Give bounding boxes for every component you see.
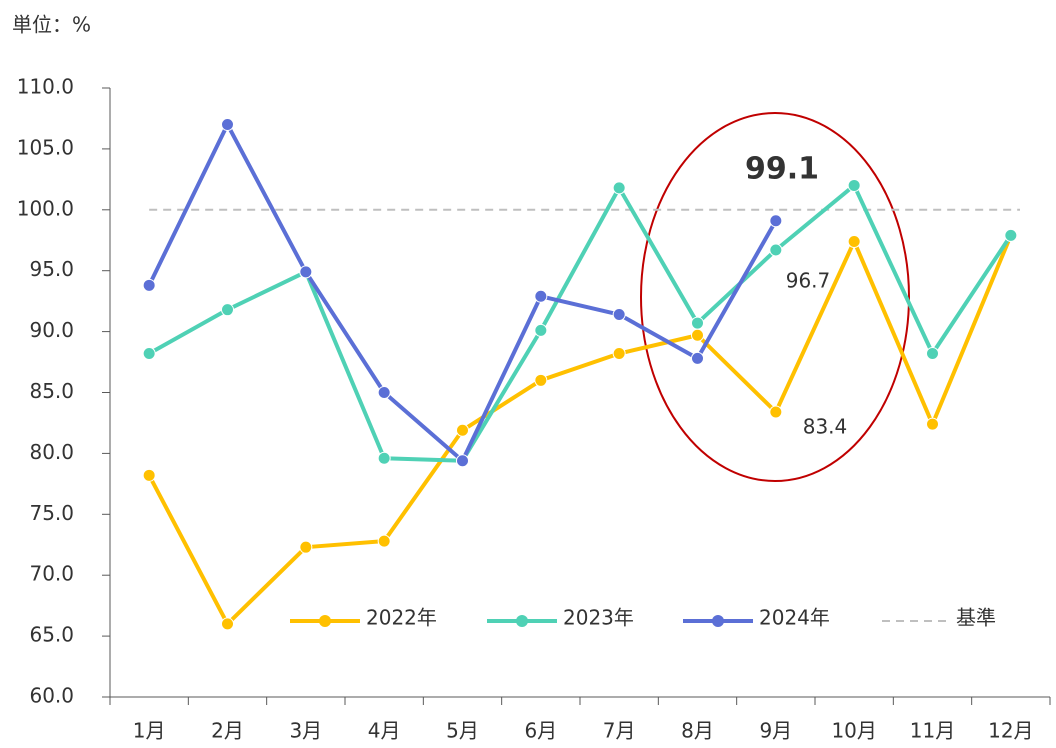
legend-marker <box>712 615 724 627</box>
x-tick-label: 3月 <box>289 719 322 743</box>
data-point <box>769 405 783 419</box>
x-tick-label: 11月 <box>910 719 955 743</box>
y-tick-label: 105.0 <box>17 135 74 159</box>
series-line <box>147 234 1013 626</box>
data-point <box>926 417 939 431</box>
data-point <box>377 386 391 399</box>
y-tick-label: 110.0 <box>17 75 74 99</box>
data-label: 83.4 <box>803 415 848 439</box>
data-point <box>142 468 156 482</box>
data-point <box>299 540 313 554</box>
x-tick-label: 4月 <box>368 719 401 743</box>
data-point <box>299 265 313 279</box>
data-point <box>221 303 234 317</box>
data-point <box>456 454 469 468</box>
data-point <box>691 351 704 365</box>
data-point <box>769 214 783 228</box>
y-tick-label: 60.0 <box>29 684 74 708</box>
data-label: 99.1 <box>745 152 819 187</box>
legend-label: 2023年 <box>563 606 634 630</box>
highlight-ellipse <box>640 112 910 482</box>
x-tick-label: 8月 <box>681 719 714 743</box>
data-point <box>534 373 548 387</box>
x-tick-label: 5月 <box>446 719 479 743</box>
data-point <box>847 178 861 192</box>
legend-label: 基準 <box>956 606 996 630</box>
series-line <box>148 183 1013 463</box>
data-point <box>221 118 234 132</box>
data-point <box>847 234 861 248</box>
y-tick-label: 100.0 <box>17 196 74 220</box>
data-point <box>612 308 626 322</box>
y-tick-label: 85.0 <box>29 379 74 403</box>
data-point <box>142 278 156 292</box>
data-point <box>534 323 548 337</box>
data-point <box>691 328 704 342</box>
data-point <box>612 347 626 361</box>
legend-label: 2022年 <box>366 606 437 630</box>
y-tick-label: 80.0 <box>29 440 74 464</box>
data-point <box>926 347 939 361</box>
data-point <box>691 316 704 330</box>
legend-marker <box>319 615 331 627</box>
data-label: 96.7 <box>786 269 831 293</box>
x-tick-label: 1月 <box>133 719 166 743</box>
legend-marker <box>516 615 528 627</box>
legend-label: 2024年 <box>759 606 830 630</box>
y-tick-label: 90.0 <box>29 318 74 342</box>
data-point <box>534 289 548 303</box>
data-point <box>142 347 156 361</box>
x-tick-label: 6月 <box>524 719 557 743</box>
data-point <box>221 617 234 631</box>
data-point <box>456 423 469 437</box>
y-tick-label: 70.0 <box>29 562 74 586</box>
y-tick-label: 65.0 <box>29 623 74 647</box>
data-point <box>612 181 626 195</box>
data-point <box>769 243 783 257</box>
y-tick-label: 95.0 <box>29 257 74 281</box>
data-point <box>377 451 391 465</box>
data-point <box>1004 228 1018 242</box>
x-tick-label: 2月 <box>211 719 244 743</box>
y-axis-label: 単位：% <box>12 13 91 37</box>
data-point <box>377 534 391 548</box>
x-tick-label: 7月 <box>603 719 636 743</box>
x-tick-label: 9月 <box>759 719 792 743</box>
y-tick-label: 75.0 <box>29 501 74 525</box>
x-tick-label: 12月 <box>988 719 1033 743</box>
x-tick-label: 10月 <box>831 719 876 743</box>
